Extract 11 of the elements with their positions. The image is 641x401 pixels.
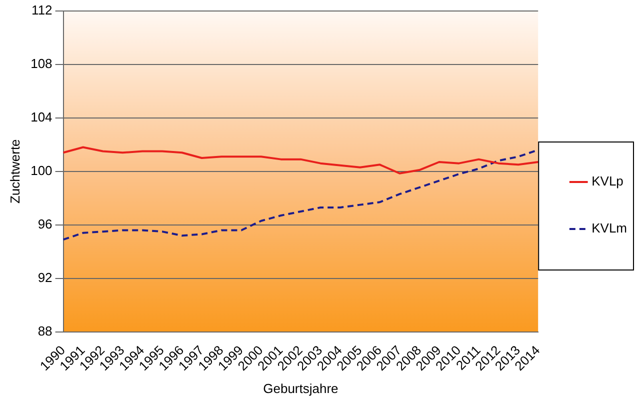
y-tick-label: 88 — [38, 324, 52, 338]
y-tick-label: 108 — [30, 56, 52, 71]
y-tick-label: 96 — [38, 216, 52, 232]
legend-label: KVLp — [592, 174, 624, 189]
y-axis-title: Zuchtwerte — [7, 139, 22, 204]
legend-label: KVLm — [592, 220, 628, 236]
y-tick-label: 100 — [30, 162, 52, 178]
y-tick-label: 112 — [32, 2, 52, 18]
y-tick-label: 92 — [38, 270, 52, 285]
x-axis-title: Geburtsjahre — [263, 380, 338, 396]
y-tick-label: 104 — [30, 109, 52, 124]
